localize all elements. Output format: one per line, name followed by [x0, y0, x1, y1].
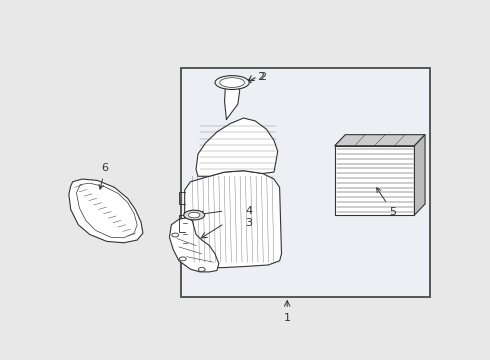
Bar — [335, 146, 415, 215]
Ellipse shape — [172, 233, 178, 237]
Text: 2: 2 — [246, 72, 264, 83]
Ellipse shape — [198, 267, 205, 271]
Polygon shape — [69, 179, 143, 243]
Bar — [181, 68, 430, 297]
Text: 1: 1 — [284, 313, 291, 323]
Ellipse shape — [220, 78, 245, 87]
Polygon shape — [185, 171, 281, 268]
Ellipse shape — [215, 76, 249, 90]
Polygon shape — [335, 135, 425, 146]
Ellipse shape — [179, 257, 186, 261]
Polygon shape — [224, 82, 240, 120]
Text: 3: 3 — [245, 219, 252, 228]
Text: 4: 4 — [245, 206, 252, 216]
Text: 2: 2 — [259, 72, 266, 82]
Ellipse shape — [189, 212, 200, 218]
Polygon shape — [196, 118, 278, 176]
Text: 6: 6 — [99, 163, 108, 189]
Text: 5: 5 — [377, 188, 396, 217]
Polygon shape — [170, 218, 219, 272]
Ellipse shape — [184, 210, 205, 220]
Polygon shape — [415, 135, 425, 215]
